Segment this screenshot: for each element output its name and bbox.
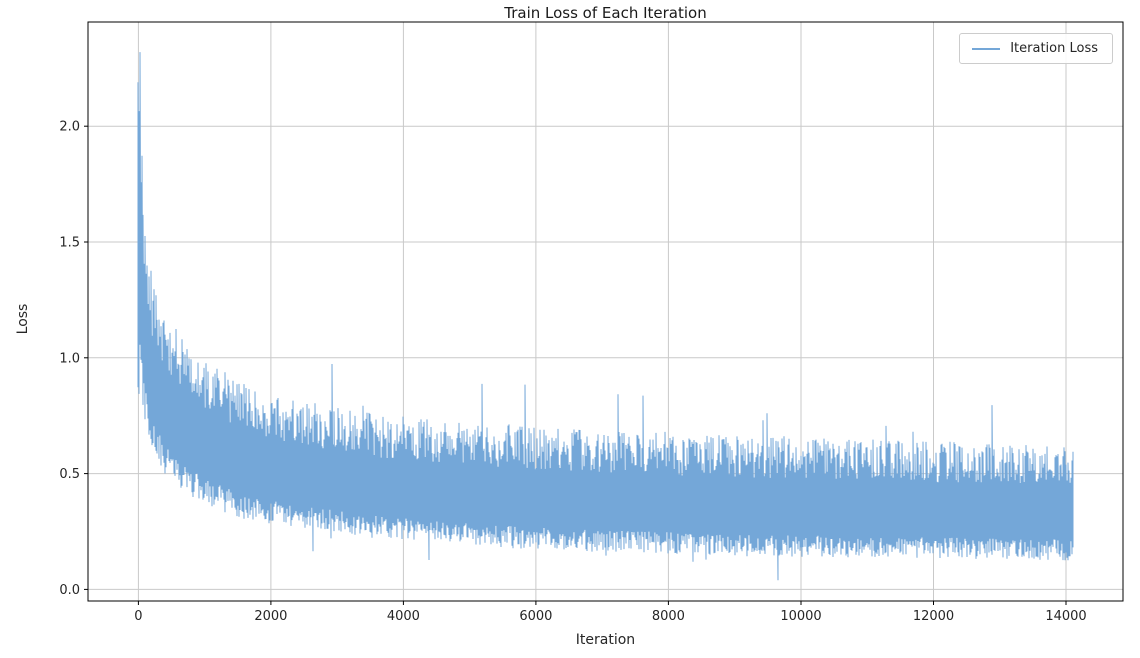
y-axis-label: Loss [15, 303, 31, 335]
x-tick-label: 8000 [652, 609, 685, 624]
legend: Iteration Loss [959, 33, 1113, 64]
x-tick-label: 2000 [254, 609, 287, 624]
y-tick-label: 2.0 [59, 120, 80, 135]
loss-line-series [137, 52, 1074, 581]
plot-frame [87, 21, 1124, 602]
x-tick-label: 6000 [519, 609, 552, 624]
chart-title: Train Loss of Each Iteration [504, 4, 707, 22]
x-tick-label: 4000 [387, 609, 420, 624]
y-tick-label: 0.0 [59, 583, 80, 598]
x-tick-label: 12000 [913, 609, 954, 624]
x-axis-label: Iteration [575, 632, 636, 648]
y-tick-label: 1.5 [59, 236, 80, 251]
x-tick-label: 0 [134, 609, 142, 624]
x-tick-label: 14000 [1045, 609, 1086, 624]
x-tick-label: 10000 [780, 609, 821, 624]
legend-line-swatch [972, 47, 1001, 50]
legend-label: Iteration Loss [1010, 41, 1098, 56]
y-tick-label: 0.5 [59, 467, 80, 482]
y-tick-label: 1.0 [59, 351, 80, 366]
